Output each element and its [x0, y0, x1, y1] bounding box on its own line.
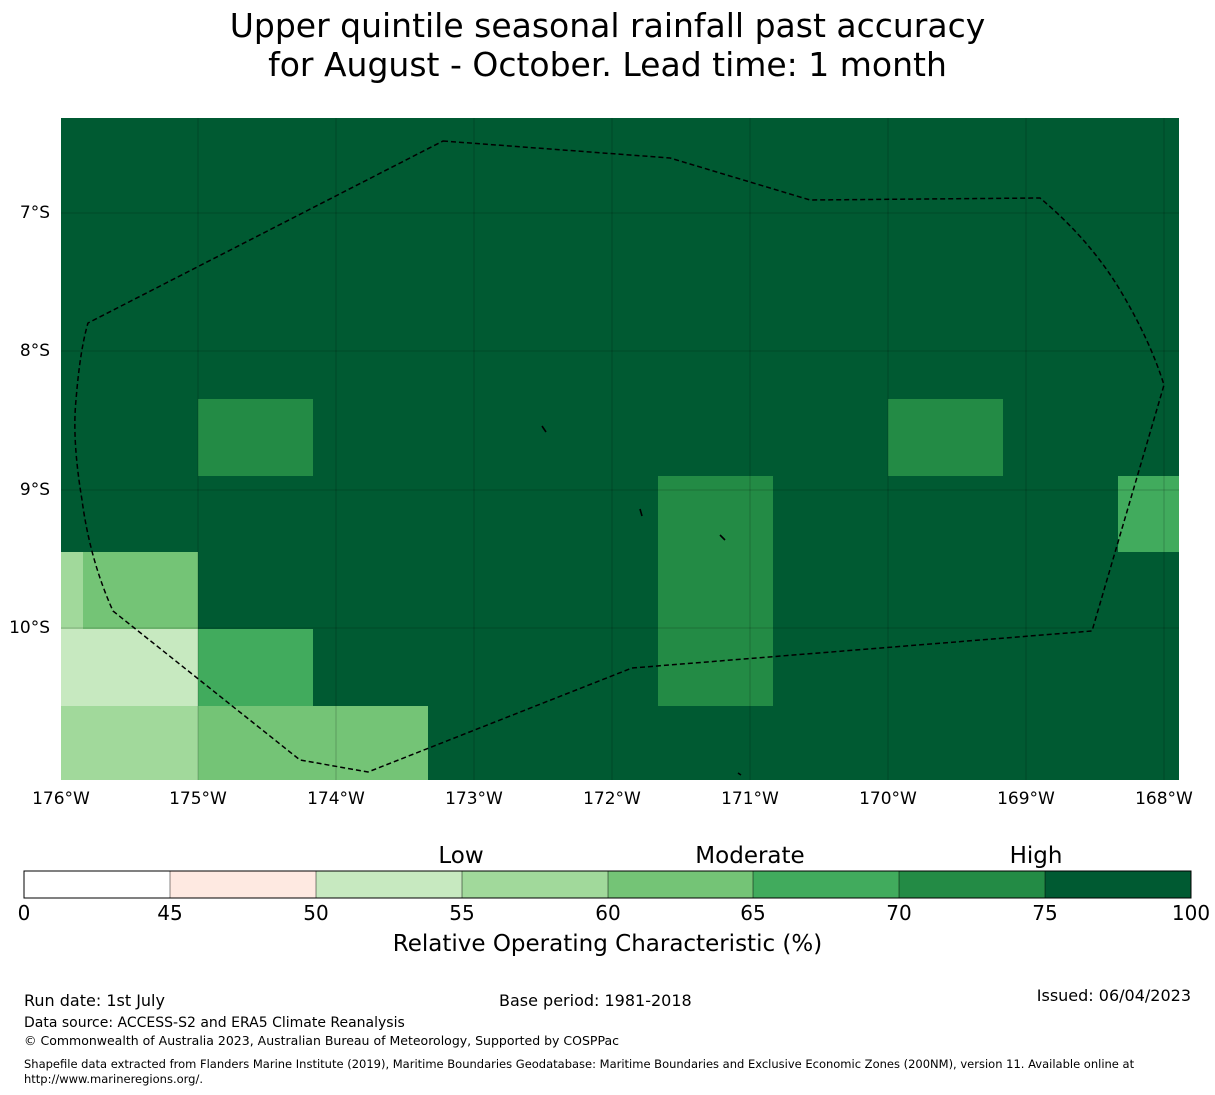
copyright-notice: © Commonwealth of Australia 2023, Austra… [24, 1033, 619, 1048]
lat-label-8s: 8°S [19, 341, 50, 361]
colorbar-bin-75-100 [1045, 871, 1191, 898]
cell-60-65 [83, 552, 198, 629]
lon-label-172w: 172°W [583, 789, 641, 809]
base-period: Base period: 1981-2018 [499, 991, 692, 1010]
colorbar-tick-75: 75 [1032, 901, 1058, 925]
cell-70-75 [658, 476, 773, 706]
lat-label-10s: 10°S [9, 618, 50, 638]
cell-65-70 [1118, 476, 1179, 552]
colorbar-tick-65: 65 [740, 901, 766, 925]
colorbar-bin-0-45 [24, 871, 170, 898]
title-line-2: for August - October. Lead time: 1 month [268, 45, 947, 84]
colorbar [23, 870, 1192, 899]
lon-label-169w: 169°W [997, 789, 1055, 809]
colorbar-bin-50-55 [316, 871, 462, 898]
lon-label-173w: 173°W [445, 789, 503, 809]
colorbar-bin-70-75 [899, 871, 1045, 898]
lon-label-171w: 171°W [721, 789, 779, 809]
colorbar-bin-60-65 [608, 871, 753, 898]
cell-70-75 [198, 399, 313, 476]
run-date: Run date: 1st July [24, 991, 165, 1010]
colorbar-category-high: High [1009, 843, 1063, 869]
colorbar-tick-70: 70 [886, 901, 912, 925]
map-title: Upper quintile seasonal rainfall past ac… [0, 6, 1215, 84]
lon-label-174w: 174°W [307, 789, 365, 809]
data-source: Data source: ACCESS-S2 and ERA5 Climate … [24, 1015, 405, 1031]
title-line-1: Upper quintile seasonal rainfall past ac… [229, 6, 986, 45]
colorbar-bin-65-70 [753, 871, 899, 898]
colorbar-tick-60: 60 [595, 901, 621, 925]
colorbar-tick-50: 50 [303, 901, 329, 925]
cell-55-60 [61, 552, 83, 629]
colorbar-category-moderate: Moderate [695, 843, 805, 869]
lat-label-9s: 9°S [19, 480, 50, 500]
colorbar-label: Relative Operating Characteristic (%) [392, 931, 823, 957]
shapefile-credit-line-1: Shapefile data extracted from Flanders M… [24, 1057, 1135, 1071]
colorbar-tick-55: 55 [449, 901, 475, 925]
colorbar-tick-0: 0 [17, 901, 31, 925]
eez-boundary [74, 140, 1165, 773]
lon-label-168w: 168°W [1135, 789, 1193, 809]
colorbar-tick-100: 100 [1171, 901, 1211, 925]
colorbar-frame [23, 870, 1192, 899]
colorbar-bin-45-50 [170, 871, 316, 898]
colorbar-bin-55-60 [462, 871, 608, 898]
colorbar-category-low: Low [438, 843, 484, 869]
lat-label-7s: 7°S [19, 203, 50, 223]
lon-label-176w: 176°W [32, 789, 90, 809]
cell-55-60 [61, 706, 198, 780]
cell-70-75 [888, 399, 1003, 476]
colorbar-tick-45: 45 [157, 901, 183, 925]
cell-60-65 [198, 706, 428, 780]
islands [541, 425, 742, 776]
gridlines [61, 118, 1179, 780]
lon-label-170w: 170°W [859, 789, 917, 809]
cell-50-55 [61, 629, 198, 706]
rainfall-accuracy-map [61, 118, 1179, 780]
shapefile-credit-line-2: http://www.marineregions.org/. [24, 1072, 203, 1086]
lon-label-175w: 175°W [169, 789, 227, 809]
issued-date: Issued: 06/04/2023 [1036, 986, 1191, 1005]
